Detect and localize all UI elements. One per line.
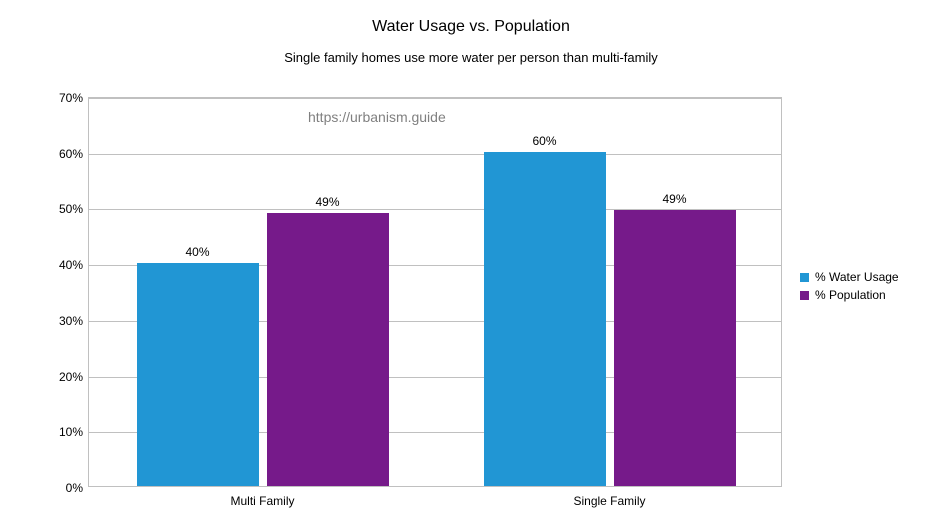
legend-label: % Water Usage (815, 270, 899, 284)
bar: 60% (484, 152, 606, 486)
chart-subtitle: Single family homes use more water per p… (0, 36, 942, 65)
gridline (89, 154, 781, 155)
y-tick-label: 0% (66, 481, 89, 495)
bar: 40% (137, 263, 259, 486)
legend: % Water Usage % Population (800, 270, 899, 306)
legend-swatch (800, 291, 809, 300)
bar: 49% (267, 213, 389, 486)
legend-swatch (800, 273, 809, 282)
y-tick-label: 20% (59, 370, 89, 384)
x-tick-label: Single Family (573, 486, 645, 508)
legend-label: % Population (815, 288, 886, 302)
gridline (89, 98, 781, 99)
y-tick-label: 50% (59, 202, 89, 216)
x-tick-label: Multi Family (230, 486, 294, 508)
y-tick-label: 70% (59, 91, 89, 105)
y-tick-label: 60% (59, 147, 89, 161)
watermark-text: https://urbanism.guide (308, 109, 446, 125)
bar-value-label: 40% (185, 245, 209, 259)
bar-value-label: 49% (315, 195, 339, 209)
bar: 49% (614, 210, 736, 486)
legend-item: % Water Usage (800, 270, 899, 284)
bar-value-label: 60% (532, 134, 556, 148)
y-tick-label: 40% (59, 258, 89, 272)
legend-item: % Population (800, 288, 899, 302)
chart-title: Water Usage vs. Population (0, 0, 942, 36)
y-tick-label: 30% (59, 314, 89, 328)
plot-area: 0%10%20%30%40%50%60%70%Multi Family40%49… (88, 97, 782, 487)
bar-value-label: 49% (662, 192, 686, 206)
y-tick-label: 10% (59, 425, 89, 439)
